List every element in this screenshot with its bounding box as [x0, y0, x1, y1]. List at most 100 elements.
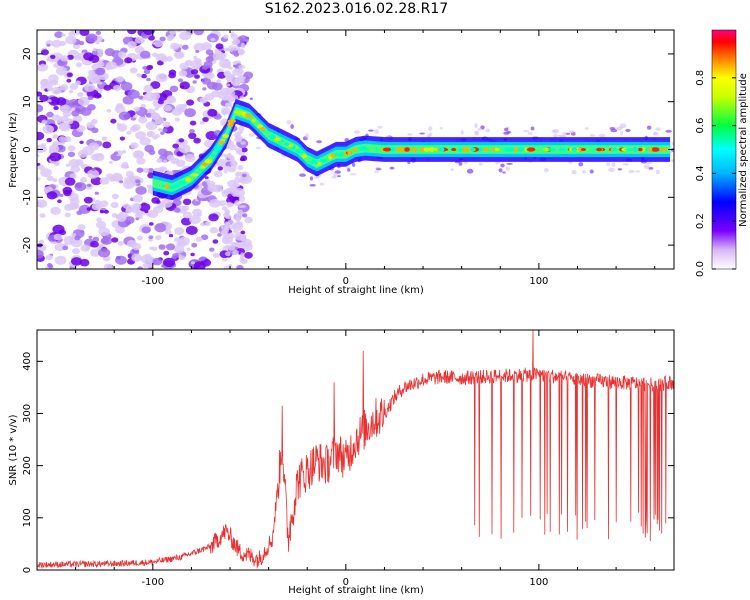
spectrogram-noise-blob — [45, 254, 53, 261]
spectrogram-noise-blob — [148, 235, 154, 240]
spectrogram-noise-blob — [178, 70, 188, 77]
spectrogram-noise-blob — [84, 83, 96, 92]
snr-x-axis-title: Height of straight line (km) — [288, 585, 424, 596]
spectrogram-noise-blob — [188, 132, 197, 140]
ridge-hot-spot — [543, 147, 550, 152]
spectrogram-noise-blob — [136, 73, 142, 78]
spectrogram-noise-blob — [653, 131, 657, 135]
spectrogram-noise-blob — [213, 170, 223, 178]
spectrogram-noise-blob — [80, 244, 90, 252]
spectrogram-noise-blob — [54, 31, 64, 38]
ridge-hot-spot — [185, 177, 192, 182]
spectrogram-noise-blob — [51, 39, 62, 48]
spectrogram-noise-blob — [59, 84, 69, 91]
snr-panel: -100 0 100 0 100 200 300 400 Height of straigh… — [8, 329, 675, 596]
spectrogram-noise-blob — [135, 179, 141, 184]
spectrogram-noise-blob — [37, 63, 49, 72]
spectrogram-noise-blob — [37, 91, 43, 97]
spectrogram-noise-blob — [226, 201, 232, 208]
ridge-hot-spot — [481, 147, 490, 152]
spectrogram-noise-blob — [565, 132, 571, 135]
spectrogram-noise-blob — [141, 226, 151, 234]
spectrogram-noise-blob — [209, 226, 219, 234]
spectrogram-noise-blob — [174, 117, 180, 122]
spectrogram-noise-blob — [86, 207, 92, 211]
spectrogram-noise-blob — [506, 162, 513, 165]
spectrogram-noise-blob — [88, 142, 100, 151]
ridge-hot-spot — [580, 148, 587, 151]
spectrogram-noise-blob — [200, 256, 206, 261]
spectrogram-noise-blob — [99, 177, 110, 185]
spectrogram-noise-blob — [154, 134, 160, 139]
spectrogram-noise-blob — [209, 247, 215, 252]
spectrogram-noise-blob — [71, 257, 83, 266]
spectrogram-noise-blob — [428, 126, 433, 131]
spectrogram-noise-blob — [62, 186, 73, 195]
spectrogram-noise-blob — [62, 245, 69, 251]
spectrogram-noise-blob — [50, 54, 56, 60]
y-tick-label: 200 — [22, 456, 33, 475]
x-tick-label: -100 — [141, 577, 164, 588]
spectrogram-noise-blob — [557, 134, 564, 137]
spectrogram-noise-blob — [133, 106, 140, 112]
colorbar-gradient — [712, 30, 736, 269]
spectrogram-noise-blob — [131, 253, 142, 262]
spectrogram-noise-blob — [224, 209, 229, 214]
spectrogram-noise-blob — [234, 147, 243, 153]
snr-x-ticks: -100 0 100 — [36, 330, 656, 588]
ridge-hot-spot — [284, 142, 290, 147]
spectrogram-noise-blob — [41, 119, 48, 125]
spectrogram-noise-blob — [105, 61, 117, 70]
spectrogram-noise-blob — [217, 166, 223, 171]
ridge-hot-spot — [319, 158, 328, 163]
spectrogram-noise-blob — [234, 131, 241, 139]
spectrogram-noise-blob — [230, 160, 238, 168]
spectrogram-noise-blob — [309, 176, 314, 181]
spectrogram-noise-blob — [71, 232, 77, 237]
spectrogram-noise-blob — [75, 62, 83, 68]
ridge-hot-spot — [517, 147, 524, 152]
spectrogram-noise-blob — [156, 158, 163, 163]
ridge-hot-spot — [214, 145, 222, 151]
spectrogram-noise-blob — [309, 184, 316, 187]
spectrogram-noise-blob — [474, 130, 479, 135]
spectrogram-noise-blob — [87, 183, 92, 187]
spectrogram-noise-blob — [571, 169, 577, 175]
ridge-hot-spot — [428, 147, 435, 152]
spectrogram-noise-blob — [450, 168, 454, 172]
spectrogram-noise-blob — [135, 217, 140, 221]
spectrogram-noise-blob — [134, 36, 144, 44]
spectrogram-noise-blob — [79, 230, 85, 234]
spectrogram-noise-blob — [115, 213, 127, 222]
spectrogram-noise-blob — [185, 225, 198, 235]
spectrogram-noise-blob — [38, 239, 45, 244]
y-tick-label: 300 — [22, 404, 33, 423]
spectrogram-noise-blob — [193, 55, 198, 60]
spectrogram-noise-blob — [58, 136, 67, 143]
spectrogram-noise-blob — [216, 79, 222, 84]
spectrogram-noise-blob — [115, 255, 127, 265]
spectrogram-noise-blob — [167, 37, 173, 42]
spectrogram-noise-blob — [223, 266, 229, 269]
spectrogram-noise-blob — [103, 263, 113, 269]
ridge-hot-spot — [648, 147, 653, 152]
spectrogram-noise-blob — [248, 133, 255, 137]
spectrogram-noise-blob — [146, 212, 151, 217]
spectrogram-noise-blob — [225, 251, 231, 257]
spectrogram-noise-blob — [89, 74, 101, 84]
y-tick-label: 0 — [22, 146, 33, 152]
spectrogram-noise-blob — [39, 94, 49, 102]
spectrogram-noise-blob — [419, 132, 425, 135]
spectrogram-noise-blob — [174, 51, 184, 58]
ridge-hot-spot — [256, 124, 263, 129]
ridge-hot-spot — [204, 158, 213, 164]
spectrogram-noise-blob — [209, 198, 221, 208]
spectrogram-noise-blob — [111, 237, 119, 243]
spectrogram-noise-blob — [83, 196, 93, 204]
spectrogram-noise-blob — [61, 33, 66, 37]
spectrogram-noise-blob — [237, 71, 243, 79]
spectrogram-noise-blob — [498, 168, 503, 173]
spectrogram-noise-blob — [643, 164, 650, 169]
spectrogram-noise-blob — [138, 202, 151, 212]
spectrogram-noise-blob — [645, 161, 653, 165]
